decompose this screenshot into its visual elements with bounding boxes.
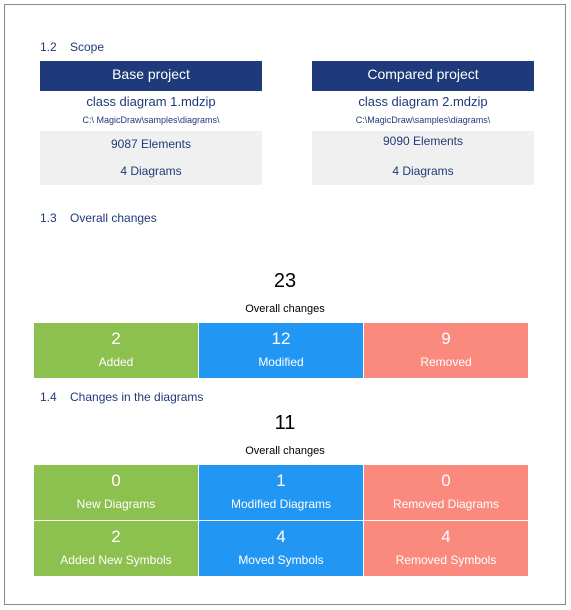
stat-value: 2 xyxy=(111,329,121,348)
total-label: Overall changes xyxy=(245,303,325,315)
stat-tile: 1 Modified Diagrams xyxy=(199,465,363,520)
diagram-count: 4 Diagrams xyxy=(392,164,454,178)
frame xyxy=(4,4,566,605)
project-stats: 9087 Elements 4 Diagrams xyxy=(40,131,262,185)
stat-tile: 2 Added New Symbols xyxy=(34,521,198,576)
element-count: 9090 Elements xyxy=(382,134,464,148)
section-heading: 1.4 Changes in the diagrams xyxy=(40,390,203,404)
total-label: Overall changes xyxy=(245,445,325,457)
stat-value: 4 xyxy=(441,527,451,546)
section-heading: 1.3 Overall changes xyxy=(40,211,157,225)
stat-label: Removed Diagrams xyxy=(392,497,500,511)
stat-label: Added xyxy=(98,355,134,369)
section-heading: 1.2 Scope xyxy=(40,40,104,54)
stat-tile: 2 Added xyxy=(34,323,198,378)
stat-label: Removed Symbols xyxy=(395,553,497,567)
project-card: Base project class diagram 1.mdzip C:\ Mag… xyxy=(40,61,262,185)
section-number: 1.4 xyxy=(40,390,57,404)
project-path: C:\MagicDraw\samples\diagrams\ xyxy=(355,115,491,125)
stat-label: Removed xyxy=(420,355,472,369)
project-title: Compared project xyxy=(312,61,534,91)
project-title: Base project xyxy=(40,61,262,91)
element-count: 9087 Elements xyxy=(110,137,192,151)
stat-value: 4 xyxy=(276,527,286,546)
diagram-count: 4 Diagrams xyxy=(120,164,182,178)
section-title: Overall changes xyxy=(70,211,157,225)
stat-label: Added New Symbols xyxy=(60,553,172,567)
total: 11 xyxy=(274,412,296,434)
stat-tile: 0 Removed Diagrams xyxy=(364,465,528,520)
stat-value: 12 xyxy=(271,329,291,348)
stat-tile: 0 New Diagrams xyxy=(34,465,198,520)
stat-tile: 4 Moved Symbols xyxy=(199,521,363,576)
stat-label: Moved Symbols xyxy=(238,553,324,567)
section-title: Changes in the diagrams xyxy=(70,390,204,404)
stat-value: 1 xyxy=(276,471,286,490)
project-file: class diagram 1.mdzip xyxy=(86,94,216,109)
project-stats: 9090 Elements 4 Diagrams xyxy=(312,131,534,185)
stat-label: Modified xyxy=(258,355,304,369)
stat-label: New Diagrams xyxy=(76,497,156,511)
section-number: 1.2 xyxy=(40,40,57,54)
section-title: Scope xyxy=(70,40,105,54)
project-file: class diagram 2.mdzip xyxy=(358,94,488,109)
stat-value: 0 xyxy=(111,471,121,490)
stat-value: 2 xyxy=(111,527,121,546)
stat-value: 0 xyxy=(441,471,451,490)
stat-tile: 9 Removed xyxy=(364,323,528,378)
stat-tile: 4 Removed Symbols xyxy=(364,521,528,576)
stat-tile: 12 Modified xyxy=(199,323,363,378)
stat-label: Modified Diagrams xyxy=(230,497,332,511)
project-path: C:\ MagicDraw\samples\diagrams\ xyxy=(82,115,220,125)
section-number: 1.3 xyxy=(40,211,57,225)
project-card: Compared project class diagram 2.mdzip C:\… xyxy=(312,61,534,185)
total: 23 xyxy=(273,270,297,292)
stat-value: 9 xyxy=(441,329,451,348)
